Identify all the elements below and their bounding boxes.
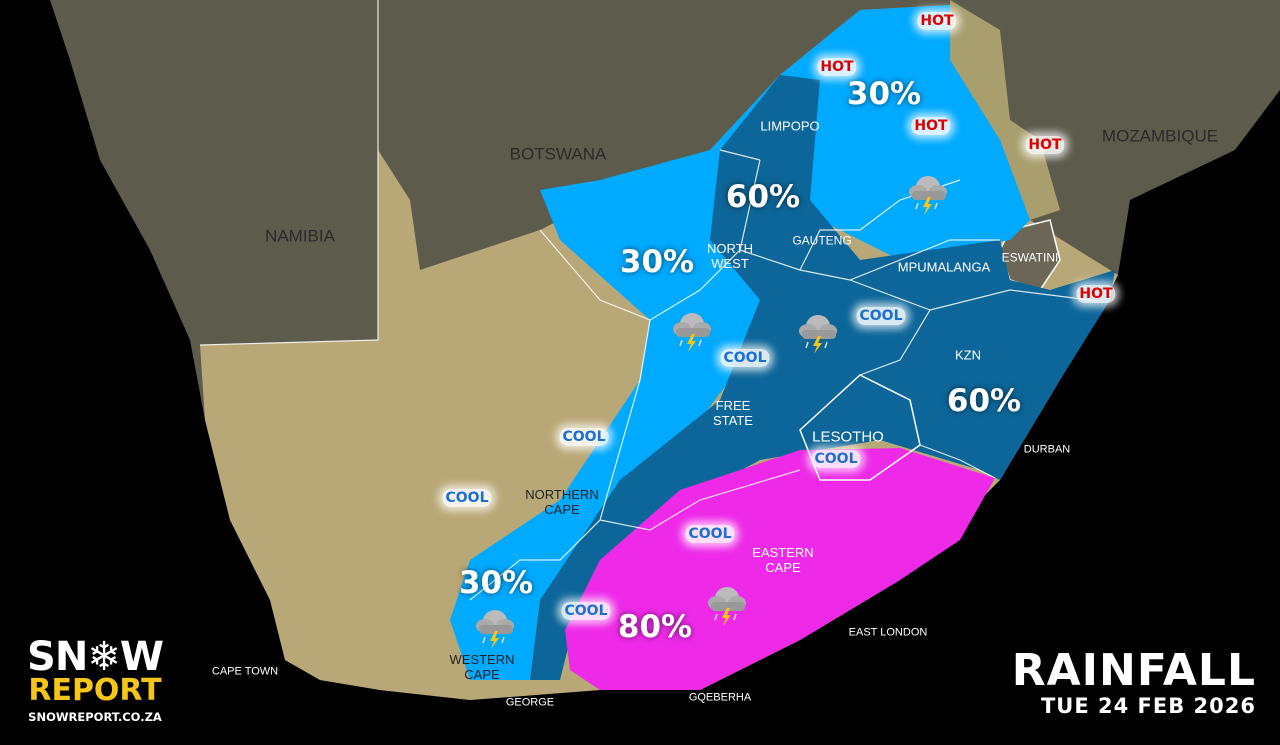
rainfall-chance-kzn: 60%	[946, 383, 1022, 419]
city-label-george: GEORGE	[505, 696, 555, 709]
province-label-mpumalanga: MPUMALANGA	[897, 259, 991, 275]
cool-tag: COOL	[442, 489, 492, 507]
rainfall-chance-western-cape: 30%	[458, 565, 534, 601]
city-label-east-london: EAST LONDON	[848, 626, 928, 639]
zone-80-percent	[565, 448, 995, 690]
thunderstorm-cloud-icon	[672, 312, 712, 353]
province-borders	[199, 0, 1091, 601]
cool-tag: COOL	[720, 349, 770, 367]
country-label-eswatini: ESWATINI	[1001, 250, 1059, 265]
map-date: TUE 24 FEB 2026	[1040, 694, 1256, 718]
cool-tag: COOL	[559, 428, 609, 446]
rainfall-chance-eastern-cape: 80%	[617, 609, 693, 645]
zone-30-percent	[450, 5, 1030, 680]
country-label-namibia: NAMIBIA	[265, 226, 335, 246]
province-label-free-state: FREE STATE	[713, 398, 753, 428]
thunderstorm-cloud-icon	[707, 586, 747, 627]
country-label-mozambique: MOZAMBIQUE	[1101, 126, 1219, 146]
mozambique-lowland	[950, 0, 1060, 220]
cool-tag: COOL	[561, 602, 611, 620]
map-title-block: RAINFALL TUE 24 FEB 2026	[1011, 645, 1256, 719]
province-label-gauteng: GAUTENG	[792, 233, 852, 248]
logo-snow-word: SN❄W	[27, 634, 164, 680]
hot-tag: HOT	[1076, 285, 1116, 303]
province-label-western-cape: WESTERN CAPE	[449, 652, 515, 682]
thunderstorm-cloud-icon	[798, 314, 838, 355]
cool-tag: COOL	[856, 307, 906, 325]
province-label-north-west: NORTH WEST	[707, 241, 753, 271]
hot-tag: HOT	[1025, 136, 1065, 154]
city-label-durban: DURBAN	[1023, 443, 1071, 456]
country-label-lesotho: LESOTHO	[812, 428, 884, 446]
city-label-gqeberha: GQEBERHA	[688, 691, 752, 704]
thunderstorm-cloud-icon	[908, 175, 948, 216]
rainfall-chance-north-west: 30%	[619, 244, 695, 280]
cool-tag: COOL	[685, 525, 735, 543]
city-label-cape-town: CAPE TOWN	[211, 665, 279, 678]
rainfall-chance-limpopo-west: 60%	[725, 179, 801, 215]
hot-tag: HOT	[911, 117, 951, 135]
logo-url: SNOWREPORT.CO.ZA	[28, 710, 162, 724]
country-label-botswana: BOTSWANA	[509, 144, 607, 164]
province-label-limpopo: LIMPOPO	[760, 118, 820, 134]
province-label-northern-cape: NORTHERN CAPE	[525, 487, 599, 517]
hot-tag: HOT	[917, 12, 957, 30]
rainfall-chance-limpopo-east: 30%	[846, 76, 922, 112]
thunderstorm-cloud-icon	[475, 609, 515, 650]
cool-tag: COOL	[811, 450, 861, 468]
snow-report-logo: SN❄W REPORT SNOWREPORT.CO.ZA	[24, 634, 166, 724]
province-label-kzn: KZN	[955, 347, 981, 363]
zone-60-percent	[530, 75, 1115, 680]
hot-tag: HOT	[817, 58, 857, 76]
province-label-eastern-cape: EASTERN CAPE	[752, 545, 814, 575]
map-title: RAINFALL	[1011, 645, 1256, 696]
logo-report-word: REPORT	[28, 673, 162, 708]
snowflake-icon: ❄	[87, 634, 121, 680]
